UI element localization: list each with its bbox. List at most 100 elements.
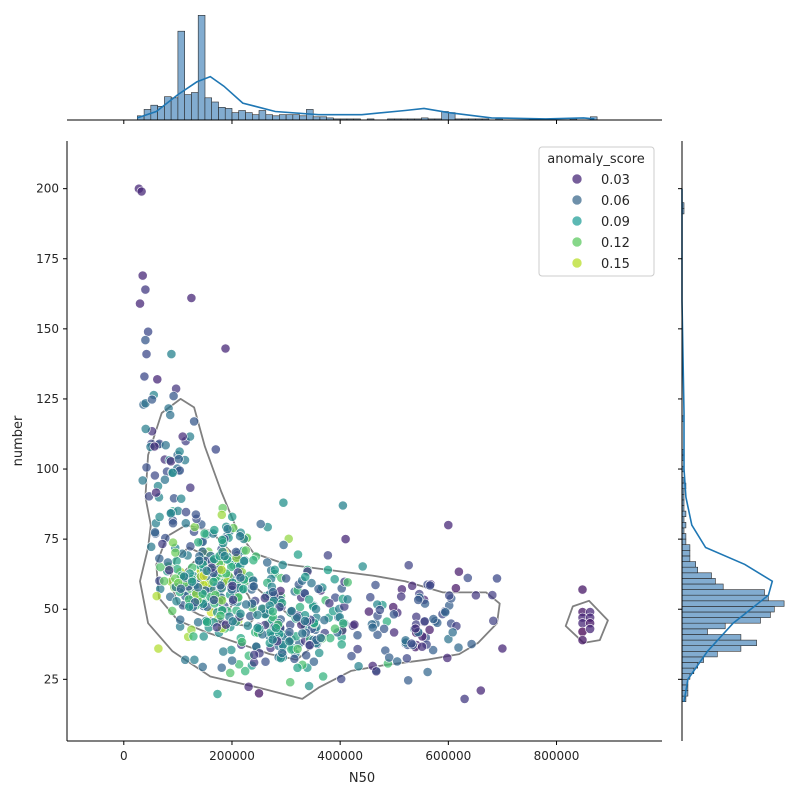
- scatter-point: [193, 537, 204, 548]
- scatter-point: [406, 638, 417, 649]
- marginal-x-bar: [218, 107, 226, 121]
- scatter-point: [329, 574, 340, 585]
- scatter-point: [577, 635, 588, 645]
- scatter-point: [444, 590, 455, 601]
- legend-label: 0.09: [601, 215, 630, 230]
- scatter-point: [168, 518, 178, 529]
- scatter-point: [149, 470, 160, 481]
- scatter-points: [133, 183, 595, 704]
- scatter-point: [180, 518, 191, 529]
- scatter-point: [577, 584, 588, 595]
- scatter-point: [403, 675, 414, 686]
- scatter-point: [189, 416, 199, 427]
- marginal-y-bar: [681, 521, 687, 529]
- y-tick-label: 200: [36, 182, 59, 196]
- marginal-x-bar: [197, 15, 206, 121]
- scatter-point: [367, 622, 378, 633]
- scatter-point: [201, 565, 212, 576]
- scatter-point: [154, 512, 165, 522]
- scatter-point: [313, 584, 324, 594]
- marginal-y-bar: [681, 662, 698, 669]
- scatter-point: [304, 640, 315, 651]
- scatter-point: [315, 633, 326, 643]
- scatter-point: [284, 627, 295, 637]
- scatter-point: [160, 440, 171, 451]
- scatter-point: [254, 688, 264, 699]
- scatter-point: [292, 662, 303, 673]
- scatter-point: [340, 534, 351, 544]
- scatter-point: [252, 623, 263, 633]
- marginal-y-bar: [681, 589, 765, 596]
- marginal-x-bar: [245, 112, 253, 121]
- legend-label: 0.15: [601, 257, 630, 272]
- scatter-point: [136, 186, 147, 197]
- scatter-point: [216, 564, 227, 575]
- scatter-point: [338, 618, 349, 629]
- scatter-point: [443, 520, 454, 530]
- scatter-point: [379, 623, 389, 634]
- marginal-x-bar: [252, 114, 260, 121]
- scatter-point: [440, 607, 451, 618]
- y-tick-label: 50: [44, 602, 59, 616]
- marginal-x-histogram: [67, 15, 662, 121]
- scatter-point: [238, 584, 249, 594]
- legend-marker: [571, 236, 583, 248]
- marginal-y-bar: [681, 611, 771, 618]
- x-axis-label: N50: [349, 771, 375, 786]
- scatter-point: [384, 652, 395, 663]
- scatter-point: [165, 508, 176, 519]
- scatter-point: [198, 631, 209, 642]
- scatter-point: [372, 629, 383, 640]
- scatter-point: [453, 642, 464, 653]
- scatter-point: [143, 326, 153, 337]
- scatter-point: [190, 509, 201, 520]
- y-tick-label: 150: [36, 322, 59, 336]
- scatter-point: [240, 666, 251, 676]
- x-tick-label: 800000: [534, 749, 580, 763]
- scatter-point: [407, 580, 418, 591]
- scatter-point: [353, 661, 364, 672]
- scatter-point: [259, 593, 270, 603]
- scatter-point: [135, 298, 145, 309]
- y-tick-label: 125: [36, 392, 59, 406]
- scatter-point: [255, 519, 266, 529]
- main-scatter-panel: [133, 183, 609, 704]
- scatter-point: [171, 596, 182, 607]
- scatter-point: [357, 561, 368, 572]
- scatter-point: [168, 537, 178, 548]
- scatter-point: [215, 610, 226, 621]
- scatter-point: [371, 666, 382, 677]
- scatter-point: [300, 572, 311, 582]
- scatter-point: [352, 630, 363, 641]
- axes: 0 200000 400000 600000 800000 25 50 75 100 125 150…: [36, 120, 682, 763]
- scatter-point: [277, 648, 287, 658]
- scatter-point: [318, 671, 328, 682]
- scatter-point: [194, 555, 205, 566]
- legend-title: anomaly_score: [547, 152, 645, 167]
- marginal-y-bar: [681, 617, 761, 624]
- scatter-point: [248, 581, 259, 592]
- scatter-point: [304, 594, 314, 605]
- scatter-point: [268, 587, 278, 597]
- y-tick-label: 25: [44, 672, 59, 686]
- scatter-point: [187, 576, 197, 587]
- kde-contour-5: [564, 599, 609, 644]
- marginal-x-bar: [191, 92, 199, 121]
- scatter-point: [154, 553, 165, 564]
- scatter-point: [211, 622, 222, 633]
- scatter-point: [292, 644, 303, 654]
- scatter-point: [208, 595, 219, 605]
- scatter-point: [311, 604, 321, 614]
- scatter-point: [419, 616, 430, 627]
- marginal-x-bar: [265, 114, 273, 121]
- scatter-point: [173, 454, 184, 464]
- scatter-point: [497, 643, 508, 654]
- scatter-point: [346, 651, 357, 661]
- scatter-point: [180, 654, 191, 665]
- scatter-point: [240, 545, 251, 556]
- scatter-point: [175, 583, 186, 594]
- scatter-point: [157, 539, 168, 549]
- scatter-point: [274, 602, 285, 612]
- marginal-x-bar: [177, 30, 185, 121]
- scatter-point: [216, 509, 227, 520]
